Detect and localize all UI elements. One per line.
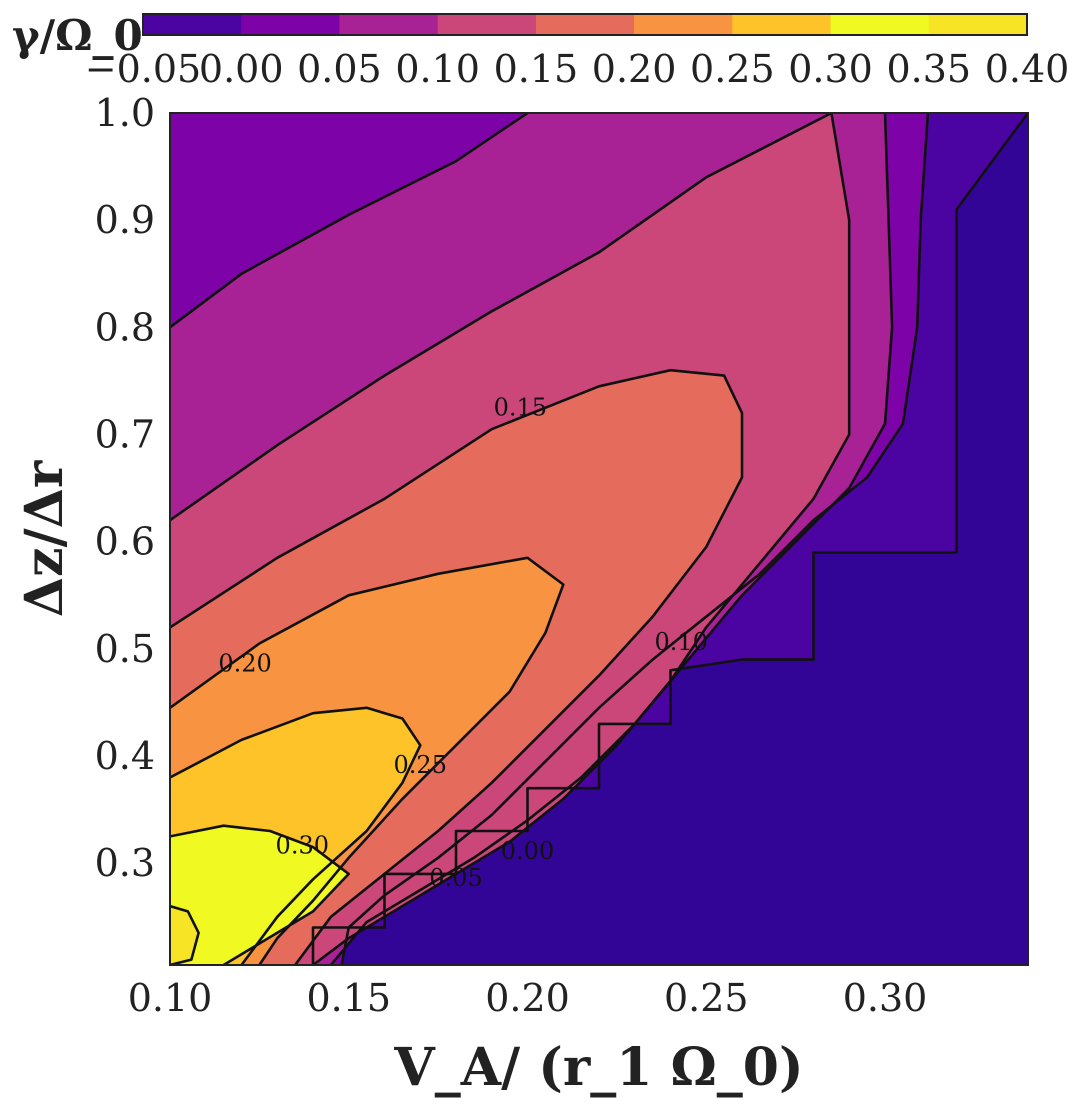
colorbar-segment: [634, 14, 733, 35]
x-tick-labels: 0.10 0.15 0.20 0.25 0.30: [128, 976, 928, 1020]
contour-label: 0.00: [501, 837, 554, 865]
x-axis-title: V_A/ (r_1 Ω_0): [393, 1037, 803, 1098]
x-tick-label: 0.30: [843, 976, 928, 1020]
colorbar-segment: [339, 14, 439, 35]
colorbar-segment: [143, 14, 242, 35]
y-tick-labels: 0.3 0.4 0.5 0.6 0.7 0.8 0.9 1.0: [95, 91, 155, 885]
contour-lines: [170, 113, 1028, 965]
contour-label: 0.10: [655, 628, 708, 656]
x-tick-label: 0.25: [664, 976, 749, 1020]
x-tick-label: 0.10: [128, 976, 213, 1020]
colorbar-label: γ/Ω_0: [12, 11, 143, 60]
contour-fill-0_3: [170, 825, 349, 965]
colorbar-segment: [732, 14, 832, 35]
colorbar-tick-label: 0.15: [494, 47, 579, 91]
colorbar-segment: [830, 14, 930, 35]
x-tick-label: 0.15: [306, 976, 391, 1020]
contour-fills: [170, 113, 1028, 965]
colorbar-segment: [928, 14, 1028, 35]
colorbar-tick-label: 0.25: [690, 47, 775, 91]
contour-label: 0.25: [394, 751, 447, 779]
colorbar-segment: [241, 14, 341, 35]
colorbar: [142, 13, 1028, 36]
colorbar-tick-label: 0.20: [592, 47, 677, 91]
colorbar-tick-label: 0.30: [788, 47, 873, 91]
contour-line-2: [170, 706, 422, 965]
y-tick-label: 0.3: [95, 841, 155, 885]
colorbar-segment: [437, 14, 537, 35]
contour-labels: 0.00 0.05 0.10 0.15 0.20 0.25 0.30: [218, 393, 708, 891]
colorbar-tick-label: 0.40: [985, 47, 1070, 91]
contour-line-9: [311, 113, 1028, 965]
contour-label: 0.15: [494, 393, 547, 421]
contour-label: 0.30: [276, 832, 329, 860]
y-axis-title: Δz/Δr: [14, 460, 75, 617]
colorbar-ticks: −0.050.00 0.05 0.10 0.15 0.20 0.25 0.30 0.35 0.4…: [85, 47, 1070, 91]
y-tick-label: 0.4: [95, 734, 155, 778]
contour-line-8: [340, 113, 930, 965]
y-tick-label: 0.6: [95, 520, 155, 564]
y-tick-label: 0.9: [95, 198, 155, 242]
contour-line-3: [170, 556, 565, 965]
y-tick-label: 0.7: [95, 413, 155, 457]
colorbar-tick-label: 0.10: [395, 47, 480, 91]
colorbar-tick-label: 0.00: [199, 47, 284, 91]
y-tick-label: 0.5: [95, 627, 155, 671]
colorbar-frame: [142, 13, 1028, 36]
colorbar-tick-label: 0.35: [886, 47, 971, 91]
contour-fill-upper-left-low: [170, 113, 528, 328]
contour-label: 0.20: [218, 649, 271, 677]
contour-line-5: [170, 113, 851, 965]
y-tick-label: 1.0: [95, 91, 155, 135]
plot-area: 0.00 0.05 0.10 0.15 0.20 0.25 0.30: [170, 113, 1028, 965]
colorbar-tick-label: −0.05: [85, 47, 201, 91]
plot-frame: [169, 112, 1029, 966]
contour-line-6: [170, 113, 529, 329]
contour-line-1: [170, 824, 350, 965]
contour-line-4: [170, 368, 744, 965]
colorbar-segment: [535, 14, 635, 35]
y-tick-label: 0.8: [95, 305, 155, 349]
contour-label: 0.05: [429, 864, 482, 892]
x-tick-label: 0.20: [485, 976, 570, 1020]
colorbar-tick-label: 0.05: [297, 47, 382, 91]
contour-line-0: [170, 904, 200, 965]
